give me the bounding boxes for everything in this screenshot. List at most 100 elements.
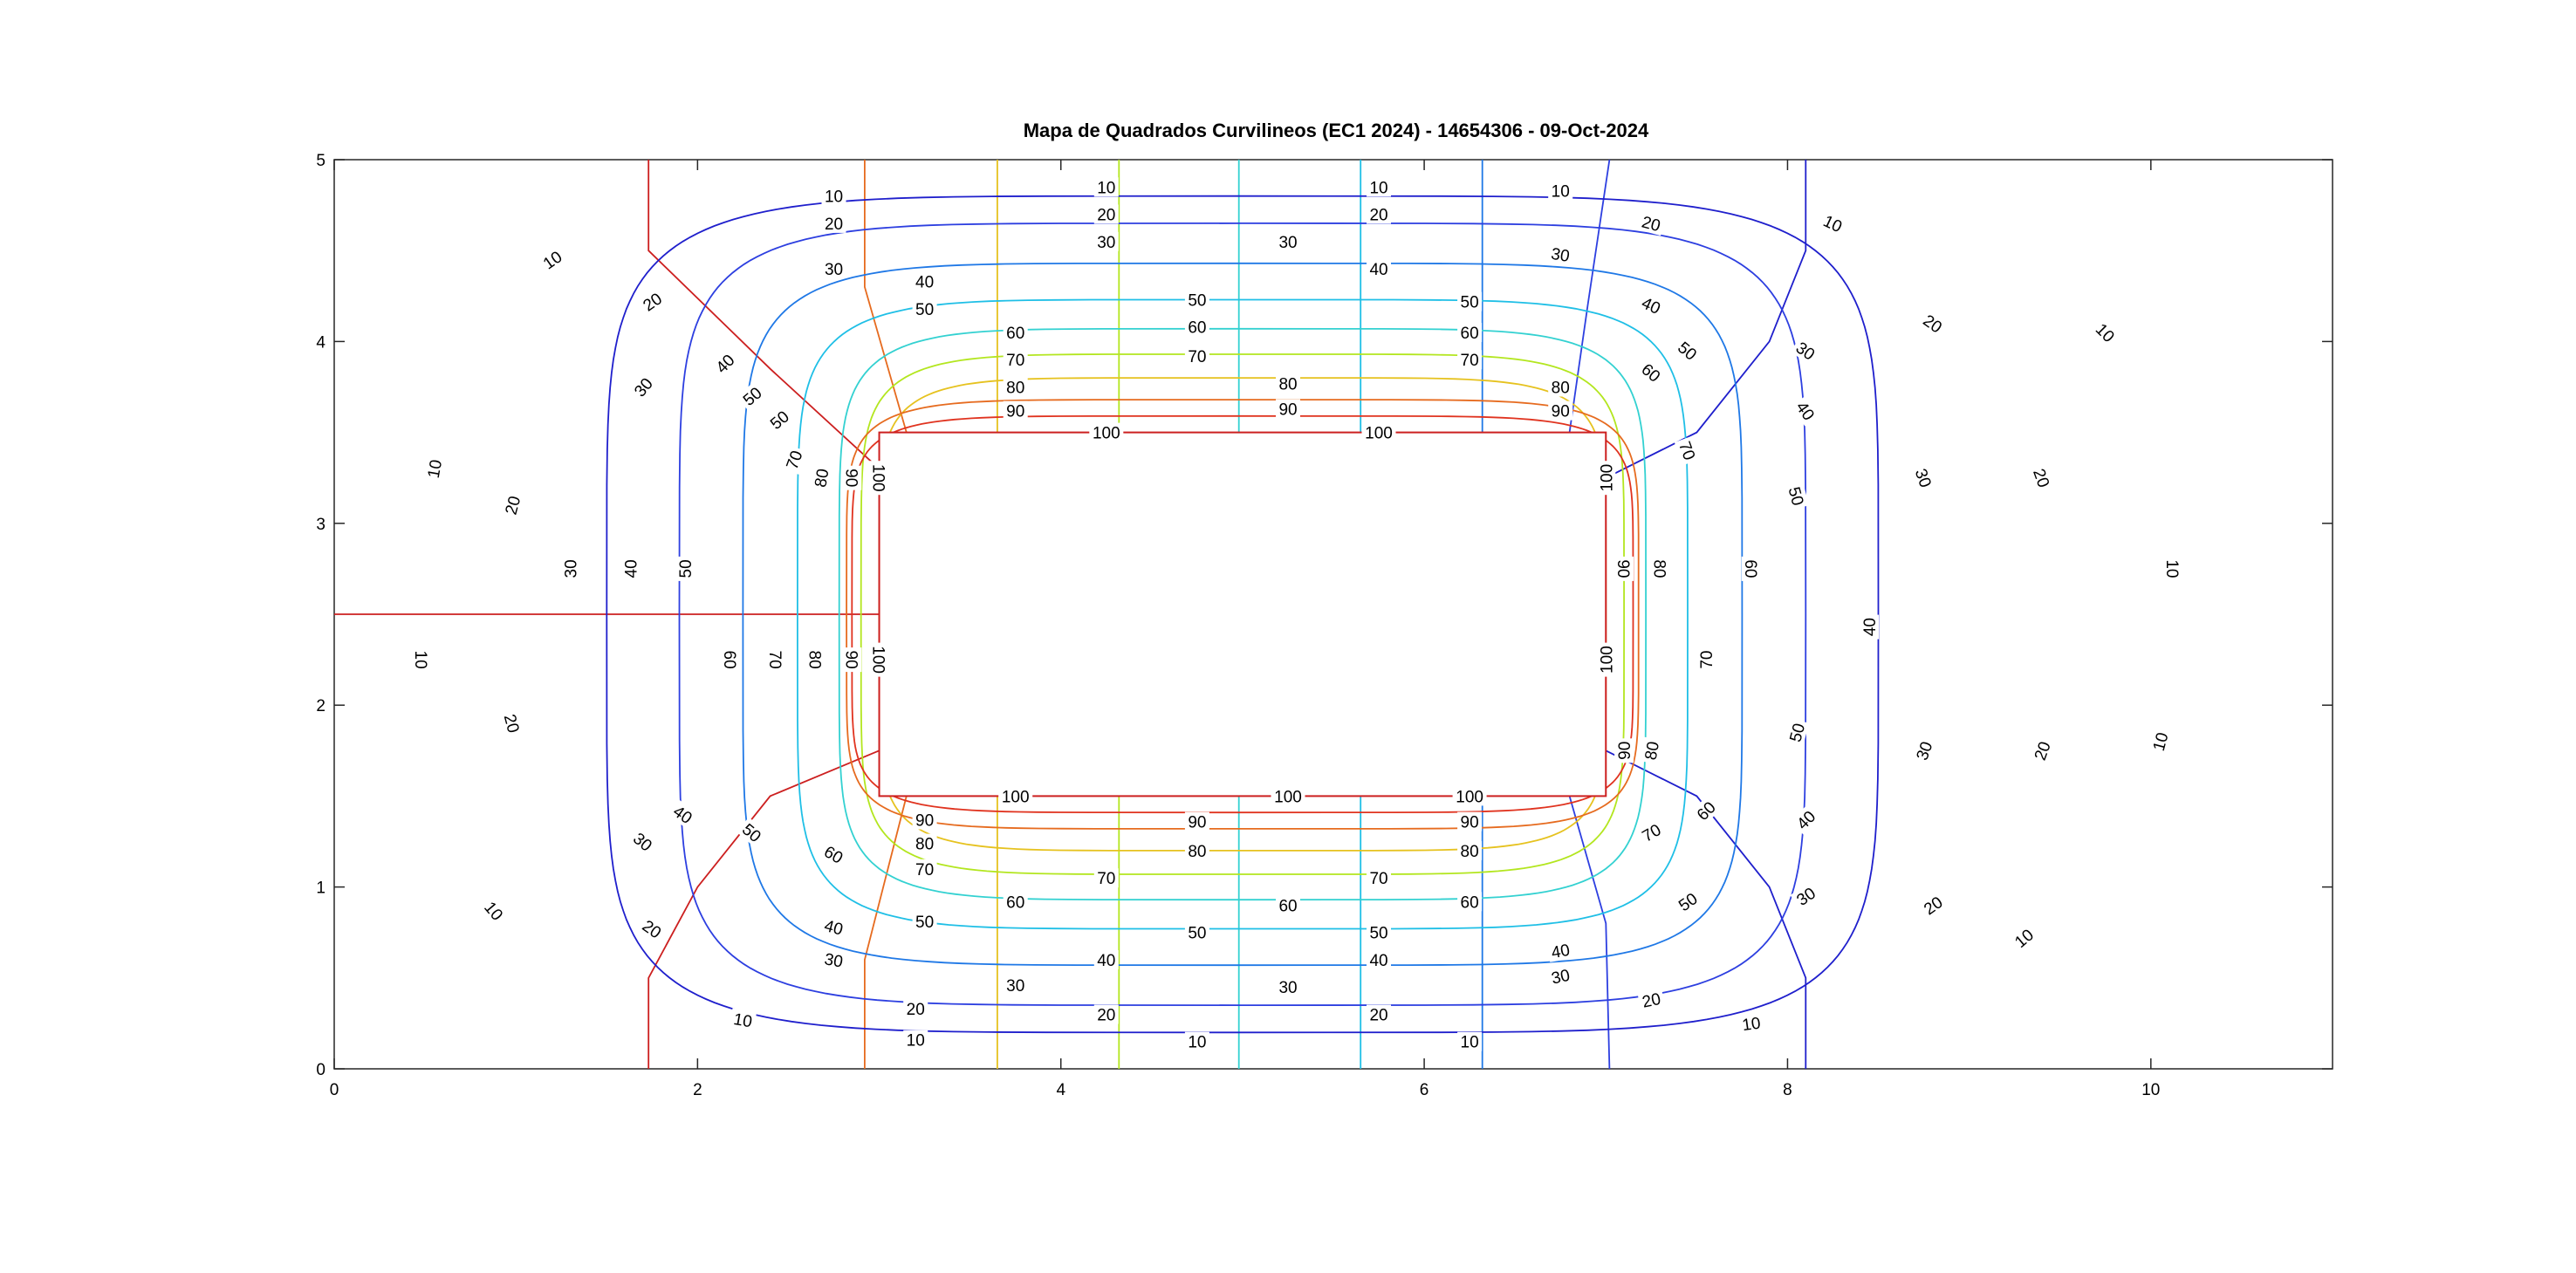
- contour-label: 60: [1741, 559, 1759, 578]
- contour-label-bg: [1093, 950, 1119, 969]
- contour-label-group: 80: [1457, 840, 1483, 861]
- contour-label-bg: [636, 286, 668, 317]
- x-tick-label: 10: [2141, 1081, 2160, 1099]
- contour-line-90: [851, 414, 1634, 814]
- contour-label-group: 70: [1093, 868, 1119, 888]
- contour-label-group: 30: [1546, 964, 1575, 989]
- contour-label-group: 10: [422, 455, 446, 483]
- contour-label-bg: [1367, 204, 1391, 224]
- contour-label-group: 30: [1276, 231, 1300, 252]
- contour-label: 30: [823, 950, 844, 971]
- contour-label-bg: [1276, 373, 1300, 394]
- contour-label-bg: [1546, 964, 1575, 989]
- contour-label-group: 90: [1184, 811, 1209, 832]
- contour-label-group: 50: [1184, 922, 1209, 943]
- contour-label-bg: [1790, 880, 1822, 912]
- contour-label: 10: [411, 651, 429, 669]
- contour-label: 10: [1461, 1034, 1479, 1052]
- contour-label-bg: [736, 817, 768, 848]
- contour-label-bg: [560, 556, 580, 581]
- contour-label: 40: [622, 559, 641, 578]
- contour-label: 80: [1006, 380, 1024, 398]
- contour-label-bg: [1672, 335, 1703, 366]
- contour-label: 60: [1461, 325, 1479, 343]
- contour-label: 100: [869, 646, 887, 674]
- contour-label-bg: [1457, 1031, 1483, 1051]
- contour-label: 100: [1002, 788, 1030, 806]
- contour-label-group: 80: [1276, 373, 1300, 394]
- contour-label-group: 40: [1367, 259, 1391, 279]
- contour-label-bg: [1791, 394, 1821, 427]
- contour-line-30: [742, 262, 1744, 967]
- contour-label: 10: [907, 1032, 925, 1051]
- contour-label-bg: [627, 371, 659, 403]
- contour-label-bg: [1184, 840, 1209, 860]
- contour-label: 70: [1461, 352, 1479, 370]
- contour-label-group: 10: [1184, 1031, 1209, 1052]
- contour-label-group: 40: [1093, 950, 1119, 970]
- contour-label-bg: [819, 948, 848, 972]
- contour-label-group: 20: [1367, 1004, 1391, 1025]
- contour-label-bg: [1184, 1031, 1209, 1051]
- x-tick-label: 0: [330, 1081, 339, 1099]
- y-tick-label: 2: [316, 697, 325, 715]
- contour-label-bg: [1910, 462, 1937, 493]
- contour-label: 50: [1461, 294, 1479, 312]
- contour-label-group: 80: [809, 464, 833, 492]
- contour-label: 80: [1188, 843, 1206, 861]
- contour-label-group: 90: [1613, 556, 1634, 581]
- y-axis: 0 1 2 3 4 5: [316, 152, 2333, 1079]
- contour-label-bg: [2162, 556, 2182, 581]
- flux-line: [1568, 159, 1611, 433]
- contour-label: 10: [1097, 179, 1115, 197]
- contour-label-group: 70: [780, 444, 807, 475]
- contour-label-group: 10: [729, 1008, 757, 1031]
- contour-label-bg: [912, 912, 937, 932]
- contour-label-group: 70: [1457, 350, 1483, 370]
- contour-label: 90: [1616, 742, 1634, 760]
- contour-label: 50: [677, 559, 695, 578]
- contour-label-bg: [869, 642, 889, 677]
- contour-label: 10: [1188, 1034, 1206, 1052]
- contour-label: 90: [1552, 403, 1570, 421]
- contour-label: 40: [1369, 261, 1387, 279]
- contour-line-60: [860, 353, 1626, 875]
- contour-label-bg: [1184, 346, 1209, 366]
- contour-label: 40: [1550, 941, 1571, 962]
- flux-line: [1605, 749, 1807, 1069]
- contour-label-bg: [1003, 377, 1028, 397]
- contour-label-group: 30: [821, 259, 846, 279]
- contour-label-group: 60: [1003, 892, 1028, 912]
- y-tick-label: 5: [316, 152, 325, 170]
- contour-label: 80: [805, 651, 824, 669]
- contour-label-bg: [2090, 317, 2121, 348]
- contour-label: 90: [841, 469, 860, 487]
- contour-label-bg: [1276, 895, 1300, 915]
- contour-label-group: 60: [1184, 317, 1209, 338]
- contour-label-bg: [821, 259, 846, 278]
- contour-label-bg: [842, 647, 862, 673]
- contour-label-group: 80: [1184, 840, 1209, 861]
- flux-line: [864, 796, 908, 1069]
- contour-label-bg: [1003, 323, 1028, 342]
- contour-label: 60: [720, 651, 738, 669]
- contour-label-bg: [1548, 181, 1573, 201]
- contour-label: 100: [1093, 425, 1120, 443]
- contour-label-group: 90: [1276, 399, 1300, 420]
- contour-label-group: 10: [1737, 1012, 1765, 1035]
- contour-label-bg: [729, 1008, 757, 1031]
- contour-label-group: 70: [1367, 868, 1391, 888]
- contour-label-bg: [1614, 556, 1634, 581]
- contour-label-group: 90: [1614, 738, 1634, 763]
- contour-label-bg: [720, 647, 740, 673]
- contour-label-bg: [1003, 892, 1028, 912]
- contour-label-group: 40: [912, 271, 937, 292]
- contour-label: 100: [1598, 646, 1616, 674]
- contour-label: 30: [1097, 234, 1115, 252]
- contour-label-group: 70: [1184, 346, 1209, 366]
- contour-label: 70: [1369, 870, 1387, 888]
- contour-label: 90: [841, 651, 860, 669]
- flux-line: [1605, 160, 1807, 479]
- contour-label: 40: [915, 274, 934, 292]
